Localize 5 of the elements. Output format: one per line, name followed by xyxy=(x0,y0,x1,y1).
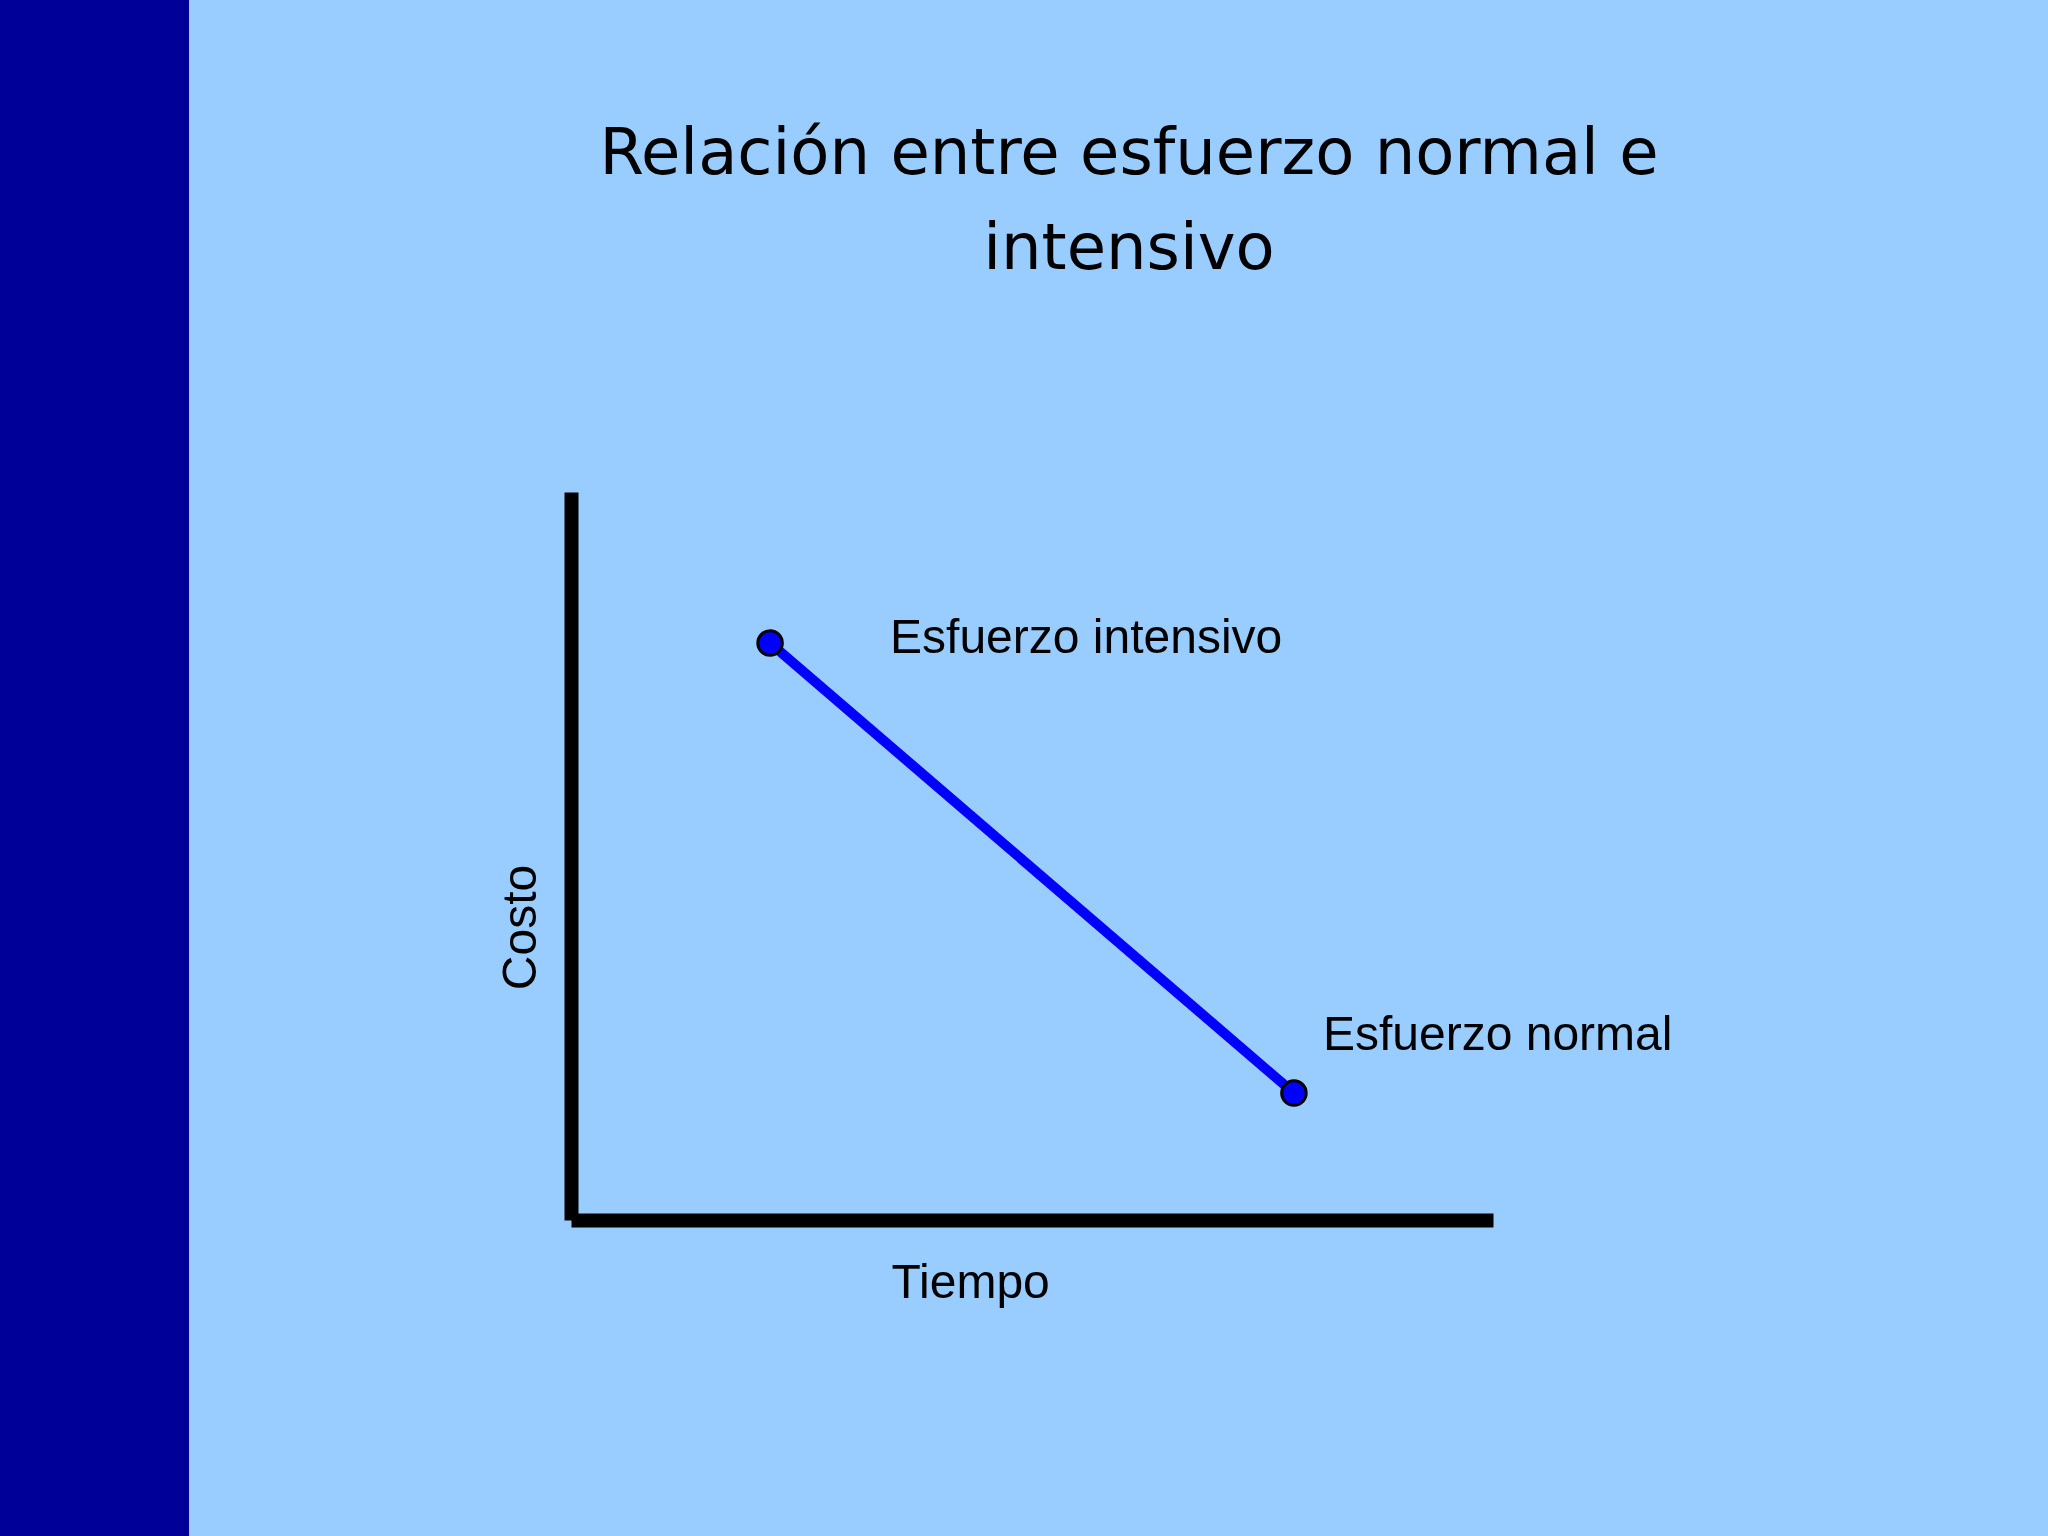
annotation: Esfuerzo intensivo xyxy=(890,610,1283,663)
annotation: Esfuerzo normal xyxy=(1322,1007,1673,1061)
y-axis-title: Costo xyxy=(492,864,546,991)
chart-title: Relación entre esfuerzo normal e intensivo xyxy=(599,115,1659,284)
x-axis-title: Tiempo xyxy=(891,1254,1050,1308)
